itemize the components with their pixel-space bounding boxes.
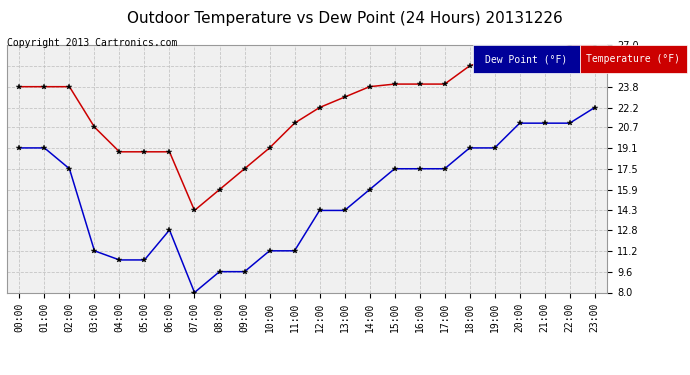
Text: Outdoor Temperature vs Dew Point (24 Hours) 20131226: Outdoor Temperature vs Dew Point (24 Hou…	[127, 11, 563, 26]
Text: Dew Point (°F): Dew Point (°F)	[485, 54, 567, 64]
Text: Temperature (°F): Temperature (°F)	[586, 54, 680, 64]
Text: Copyright 2013 Cartronics.com: Copyright 2013 Cartronics.com	[7, 38, 177, 48]
